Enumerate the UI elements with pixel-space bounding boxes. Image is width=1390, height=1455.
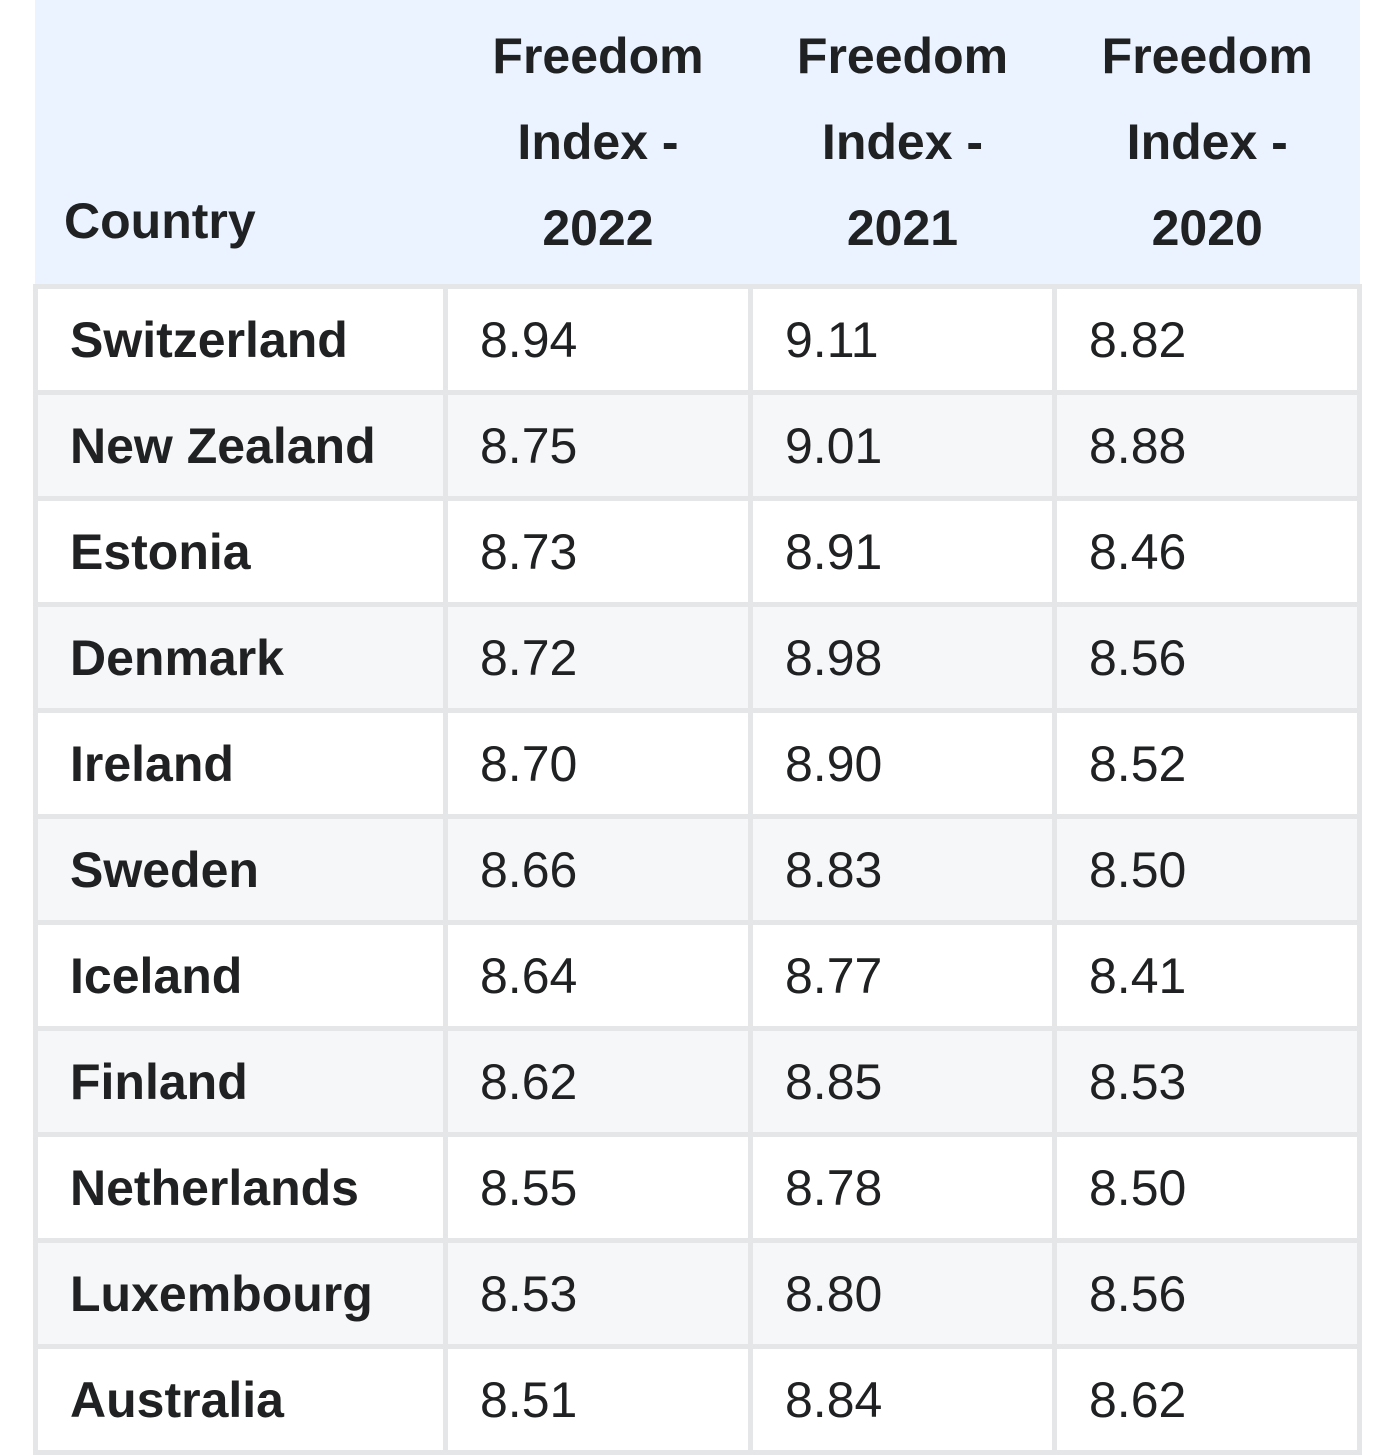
country-cell: Australia bbox=[33, 1344, 448, 1455]
index-cell: 8.90 bbox=[748, 708, 1057, 819]
index-cell: 8.51 bbox=[443, 1344, 753, 1455]
table-row: Australia 8.51 8.84 8.62 bbox=[33, 1344, 1362, 1455]
country-cell: Estonia bbox=[33, 496, 448, 607]
table-row: Switzerland 8.94 9.11 8.82 bbox=[33, 284, 1362, 395]
index-cell: 8.52 bbox=[1052, 708, 1362, 819]
index-cell: 8.53 bbox=[1052, 1026, 1362, 1137]
index-cell: 8.82 bbox=[1052, 284, 1362, 395]
country-cell: Finland bbox=[33, 1026, 448, 1137]
column-header: Freedom Index - 2022 bbox=[445, 0, 751, 288]
index-cell: 8.55 bbox=[443, 1132, 753, 1243]
column-header: Freedom Index - 2021 bbox=[750, 0, 1055, 288]
table-row: Netherlands 8.55 8.78 8.50 bbox=[33, 1132, 1362, 1243]
index-cell: 8.50 bbox=[1052, 814, 1362, 925]
index-cell: 8.64 bbox=[443, 920, 753, 1031]
index-cell: 8.56 bbox=[1052, 602, 1362, 713]
country-cell: Sweden bbox=[33, 814, 448, 925]
column-header: Freedom Index - 2020 bbox=[1054, 0, 1360, 288]
index-cell: 8.62 bbox=[1052, 1344, 1362, 1455]
header-row: Country Freedom Index - 2022 Freedom Index… bbox=[35, 0, 1360, 288]
country-cell: Denmark bbox=[33, 602, 448, 713]
index-cell: 8.83 bbox=[748, 814, 1057, 925]
index-cell: 8.80 bbox=[748, 1238, 1057, 1349]
index-cell: 8.73 bbox=[443, 496, 753, 607]
index-cell: 8.78 bbox=[748, 1132, 1057, 1243]
table-row: Iceland 8.64 8.77 8.41 bbox=[33, 920, 1362, 1031]
index-cell: 8.88 bbox=[1052, 390, 1362, 501]
table-row: Luxembourg 8.53 8.80 8.56 bbox=[33, 1238, 1362, 1349]
index-cell: 8.72 bbox=[443, 602, 753, 713]
index-cell: 8.85 bbox=[748, 1026, 1057, 1137]
table-row: Estonia 8.73 8.91 8.46 bbox=[33, 496, 1362, 607]
index-cell: 8.66 bbox=[443, 814, 753, 925]
index-cell: 8.41 bbox=[1052, 920, 1362, 1031]
country-cell: Ireland bbox=[33, 708, 448, 819]
index-cell: 9.01 bbox=[748, 390, 1057, 501]
table-body: Switzerland 8.94 9.11 8.82 New Zealand 8.75 9.… bbox=[33, 284, 1362, 1455]
index-cell: 8.70 bbox=[443, 708, 753, 819]
index-cell: 8.84 bbox=[748, 1344, 1057, 1455]
table-row: Finland 8.62 8.85 8.53 bbox=[33, 1026, 1362, 1137]
country-cell: Switzerland bbox=[33, 284, 448, 395]
index-cell: 8.62 bbox=[443, 1026, 753, 1137]
table-header: Country Freedom Index - 2022 Freedom Index… bbox=[35, 0, 1360, 288]
table-row: Ireland 8.70 8.90 8.52 bbox=[33, 708, 1362, 819]
country-cell: Luxembourg bbox=[33, 1238, 448, 1349]
table-row: Denmark 8.72 8.98 8.56 bbox=[33, 602, 1362, 713]
index-cell: 8.77 bbox=[748, 920, 1057, 1031]
index-cell: 8.53 bbox=[443, 1238, 753, 1349]
index-cell: 8.75 bbox=[443, 390, 753, 501]
country-cell: Netherlands bbox=[33, 1132, 448, 1243]
index-cell: 8.91 bbox=[748, 496, 1057, 607]
index-cell: 9.11 bbox=[748, 284, 1057, 395]
index-cell: 8.56 bbox=[1052, 1238, 1362, 1349]
index-cell: 8.46 bbox=[1052, 496, 1362, 607]
index-cell: 8.98 bbox=[748, 602, 1057, 713]
country-cell: New Zealand bbox=[33, 390, 448, 501]
table-row: Sweden 8.66 8.83 8.50 bbox=[33, 814, 1362, 925]
column-header: Country bbox=[35, 0, 446, 288]
index-cell: 8.50 bbox=[1052, 1132, 1362, 1243]
index-cell: 8.94 bbox=[443, 284, 753, 395]
country-cell: Iceland bbox=[33, 920, 448, 1031]
table-row: New Zealand 8.75 9.01 8.88 bbox=[33, 390, 1362, 501]
freedom-table: Country Freedom Index - 2022 Freedom Index… bbox=[33, 0, 1362, 1455]
